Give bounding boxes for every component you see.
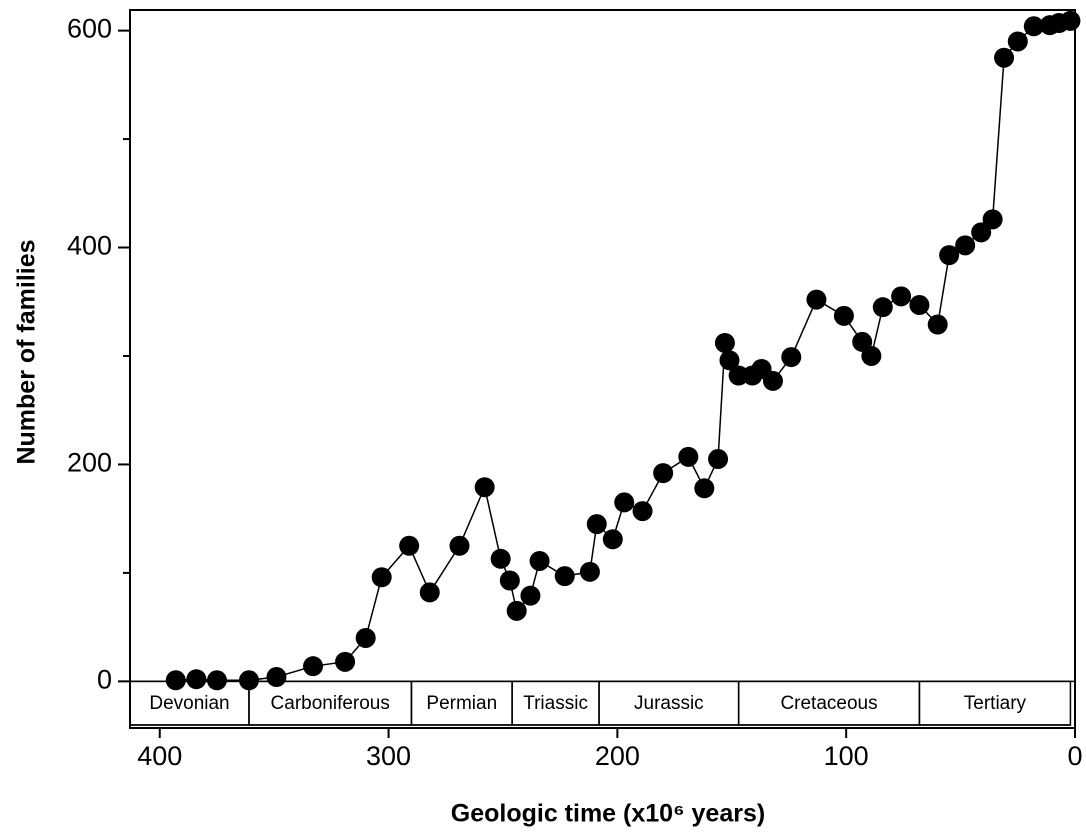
data-point bbox=[266, 667, 287, 688]
period-label: Jurassic bbox=[634, 693, 704, 714]
data-point bbox=[490, 548, 511, 569]
period-label: Cretaceous bbox=[780, 693, 877, 714]
data-point bbox=[399, 535, 420, 556]
data-point bbox=[206, 670, 227, 691]
data-line bbox=[175, 20, 1071, 682]
y-axis-title: Number of families bbox=[13, 239, 41, 464]
data-point bbox=[554, 566, 575, 587]
data-point bbox=[632, 501, 653, 522]
data-point bbox=[1023, 16, 1044, 37]
data-point bbox=[355, 627, 376, 648]
data-point bbox=[708, 449, 729, 470]
data-point bbox=[499, 570, 520, 591]
period-label: Tertiary bbox=[964, 693, 1027, 714]
y-tick-label: 200 bbox=[67, 448, 112, 478]
data-point bbox=[335, 651, 356, 672]
data-point bbox=[186, 669, 207, 690]
x-tick-label: 300 bbox=[366, 741, 411, 771]
data-point bbox=[955, 235, 976, 256]
data-point bbox=[714, 332, 735, 353]
x-tick-label: 400 bbox=[137, 741, 182, 771]
data-point bbox=[579, 561, 600, 582]
data-point bbox=[891, 286, 912, 307]
x-tick-label: 0 bbox=[1067, 741, 1082, 771]
data-point bbox=[728, 365, 749, 386]
data-point bbox=[1007, 31, 1028, 52]
data-point bbox=[971, 222, 992, 243]
data-point bbox=[982, 209, 1003, 230]
data-point bbox=[909, 295, 930, 316]
data-point bbox=[806, 289, 827, 310]
data-point bbox=[586, 514, 607, 535]
data-point bbox=[520, 585, 541, 606]
data-point bbox=[939, 245, 960, 266]
x-tick-label: 200 bbox=[595, 741, 640, 771]
data-point bbox=[602, 529, 623, 550]
y-tick-label: 600 bbox=[67, 14, 112, 44]
data-point bbox=[678, 446, 699, 467]
data-point bbox=[419, 582, 440, 603]
x-axis-title: Geologic time (x10⁶ years) bbox=[451, 800, 765, 828]
period-box bbox=[918, 680, 1072, 726]
period-label: Devonian bbox=[149, 693, 229, 714]
data-point bbox=[694, 478, 715, 499]
data-point bbox=[1060, 10, 1081, 31]
data-point bbox=[449, 535, 470, 556]
data-point bbox=[861, 345, 882, 366]
period-label: Carboniferous bbox=[271, 693, 390, 714]
data-point bbox=[165, 670, 186, 691]
period-label: Permian bbox=[426, 693, 497, 714]
x-tick-label: 100 bbox=[824, 741, 869, 771]
data-point bbox=[762, 370, 783, 391]
data-point bbox=[872, 297, 893, 318]
data-point bbox=[927, 314, 948, 335]
plot-frame bbox=[129, 9, 1076, 729]
data-point bbox=[529, 550, 550, 571]
data-point bbox=[653, 463, 674, 484]
period-label: Triassic bbox=[523, 693, 588, 714]
data-point bbox=[852, 331, 873, 352]
data-point bbox=[474, 477, 495, 498]
data-point bbox=[238, 670, 259, 691]
data-point bbox=[303, 656, 324, 677]
data-point bbox=[781, 347, 802, 368]
y-tick-label: 400 bbox=[67, 231, 112, 261]
y-tick-label: 0 bbox=[97, 664, 112, 694]
data-point bbox=[506, 600, 527, 621]
data-point bbox=[614, 492, 635, 513]
data-point bbox=[719, 350, 740, 371]
data-point bbox=[833, 305, 854, 326]
data-point bbox=[371, 567, 392, 588]
data-point bbox=[994, 47, 1015, 68]
